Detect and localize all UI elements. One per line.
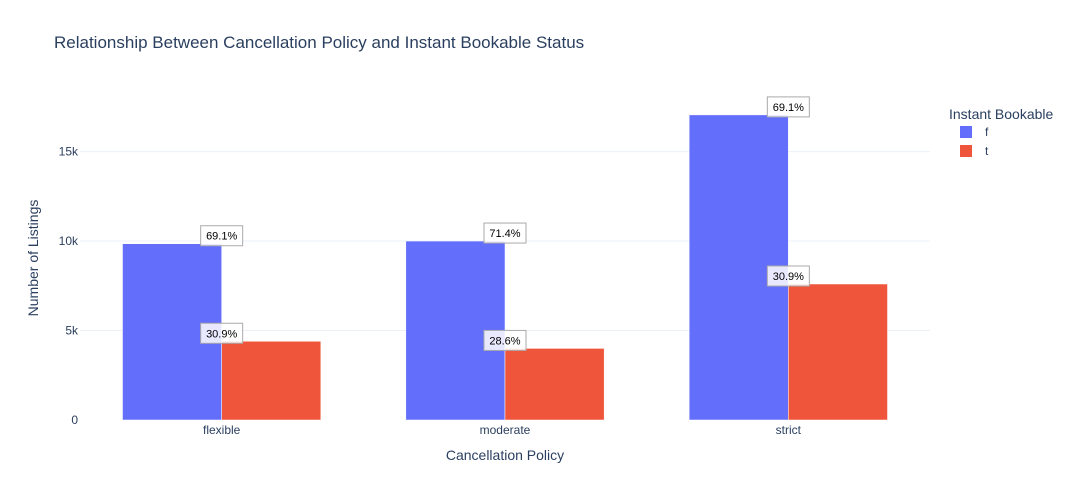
bar-label-text: 71.4% [489, 228, 520, 240]
bar-label-f-flexible: 69.1% [200, 225, 244, 247]
y-tick-label: 0 [71, 413, 78, 427]
bar-label-t-moderate: 28.6% [483, 329, 527, 351]
bar-t-flexible[interactable] [221, 341, 322, 421]
bar-label-text: 28.6% [489, 335, 520, 347]
bar-label-text: 69.1% [773, 102, 804, 114]
x-tick-label: moderate [480, 423, 531, 437]
bar-label-text: 30.9% [206, 328, 237, 340]
y-axis-ticks: 0 5k 10k 15k [59, 145, 79, 427]
x-axis-ticks: flexible moderate strict [203, 423, 802, 437]
x-tick-label: flexible [203, 423, 241, 437]
x-axis-title: Cancellation Policy [446, 447, 564, 463]
bar-annotations: 69.1% 30.9% 71.4% 28.6% 69.1% 30.9% [200, 96, 810, 351]
bar-label-box [483, 222, 527, 244]
bar-label-box [766, 265, 810, 287]
bar-label-box [200, 322, 244, 344]
bar-label-f-moderate: 71.4% [483, 222, 527, 244]
bar-label-box [200, 225, 244, 247]
legend-label: t [985, 144, 989, 158]
bars [122, 114, 888, 421]
bar-label-t-strict: 30.9% [766, 265, 810, 287]
bar-label-text: 69.1% [206, 231, 237, 243]
legend-label: f [985, 125, 989, 139]
bar-label-text: 30.9% [773, 271, 804, 283]
legend[interactable]: Instant Bookable ft [949, 106, 1054, 158]
legend-title: Instant Bookable [949, 106, 1054, 122]
bar-t-moderate[interactable] [504, 348, 605, 421]
y-tick-label: 10k [59, 234, 79, 248]
bar-label-box [766, 96, 810, 118]
legend-swatch [960, 145, 972, 157]
legend-item-t[interactable]: t [960, 144, 989, 158]
bar-label-f-strict: 69.1% [766, 96, 810, 118]
bar-label-box [483, 329, 527, 351]
y-axis-title: Number of Listings [25, 200, 41, 317]
y-tick-label: 5k [65, 324, 79, 338]
legend-swatch [960, 126, 972, 138]
bar-label-t-flexible: 30.9% [200, 322, 244, 344]
bar-t-strict[interactable] [788, 283, 888, 421]
chart-title: Relationship Between Cancellation Policy… [54, 33, 585, 52]
x-tick-label: strict [776, 423, 802, 437]
y-tick-label: 15k [59, 145, 79, 159]
legend-item-f[interactable]: f [960, 125, 989, 139]
